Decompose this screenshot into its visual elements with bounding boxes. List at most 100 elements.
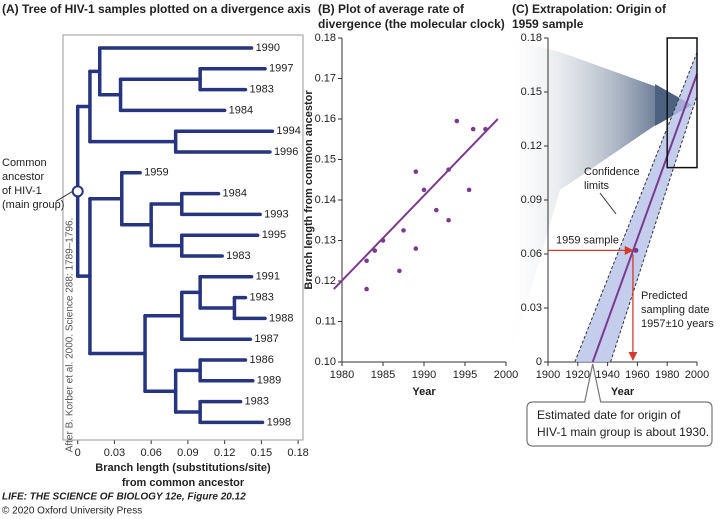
x-tick-label: 2000 [685,369,709,381]
y-axis-label: Branch length from common ancestor [303,90,315,290]
leaf-label: 1988 [269,312,293,324]
predicted-label: 1957±10 years [641,318,714,330]
confidence-limit [610,95,698,363]
y-tick-label: 0.12 [315,275,336,287]
y-tick-label: 0.06 [521,248,542,260]
y-tick-label: 0 [536,356,542,368]
x-axis-label: from common ancestor [122,477,245,489]
y-tick-label: 0.16 [315,113,336,125]
leaf-label: 1989 [257,375,281,387]
leaf-label: 1996 [274,146,298,158]
origin-callout [526,363,713,447]
y-tick-label: 0.10 [315,356,336,368]
x-tick-label: 0.18 [287,447,308,459]
data-point [364,258,369,264]
data-point [372,248,378,253]
highlight-box [666,37,698,169]
x-tick-label: 1960 [625,369,649,381]
leaf-label: 1984 [229,104,253,116]
footer-book: LIFE: THE SCIENCE OF BIOLOGY 12e, Figure… [2,492,246,503]
leaf-label: 1959 [144,167,168,179]
data-point [397,268,402,274]
x-axis-label: Year [611,386,635,398]
predicted-label: Predicted [641,290,687,302]
root-annotation: of HIV-1 [2,185,42,197]
y-tick-label: 0.18 [315,32,336,44]
x-tick-label: 1990 [412,369,436,381]
leaf-label: 1994 [276,125,300,137]
origin-label: HIV-1 main group is about 1930. [537,425,709,439]
confidence-label: limits [584,180,610,192]
leaf-label: 1986 [249,354,273,366]
y-tick-label: 0.18 [521,32,542,44]
root-annotation: (main group) [2,199,64,211]
data-point [434,207,439,213]
confidence-leader [599,192,617,215]
y-tick-label: 0.09 [521,194,542,206]
data-point [380,238,386,243]
leaf-label: 1997 [269,63,293,75]
y-tick-label: 0.03 [521,302,542,314]
x-tick-label: 1980 [330,369,354,381]
data-point [421,187,427,193]
data-point [446,167,451,172]
fit-line [591,73,698,363]
x-tick-label: 2000 [494,369,518,381]
leaf-label: 1983 [249,84,273,96]
data-point [413,169,419,174]
panel-title: (B) Plot of average rate of [318,2,465,16]
y-tick-label: 0.11 [315,315,336,327]
x-tick-label: 1900 [536,369,560,381]
x-tick-label: 0.12 [214,447,235,459]
x-tick-label: 1980 [655,369,679,381]
sample-point [633,247,639,253]
leaf-label: 1995 [262,229,286,241]
x-axis-label: Year [412,386,436,398]
leaf-label: 1998 [267,416,291,428]
footer-copyright: © 2020 Oxford University Press [2,506,142,517]
confidence-limit [574,52,698,363]
predicted-label: sampling date [641,304,710,316]
panel-title: 1959 sample [512,17,584,31]
y-tick-label: 0.15 [315,153,336,165]
sample-label: 1959 sample [556,234,619,246]
x-tick-label: 0.06 [140,447,161,459]
leaf-label: 1990 [256,42,280,54]
plot-frame [62,34,304,441]
data-point [364,286,369,292]
leaf-label: 1983 [245,396,269,408]
x-tick-label: 0.15 [251,447,272,459]
annotation-leader [55,190,73,202]
root-annotation: ancestor [2,171,45,183]
data-point [483,126,488,132]
leaf-label: 1991 [256,271,280,283]
x-tick-label: 1920 [566,369,590,381]
origin-label: Estimated date for origin of [537,408,681,422]
data-point [470,126,476,132]
leaf-label: 1983 [249,292,273,304]
root-annotation: Common [2,157,47,169]
data-point [401,228,406,233]
x-tick-label: 0.03 [104,447,125,459]
data-point [466,187,472,193]
confidence-label: Confidence [584,166,640,178]
x-tick-label: 0.09 [177,447,198,459]
y-tick-label: 0.14 [315,194,336,206]
x-tick-label: 1940 [595,369,619,381]
panel-title: (A) Tree of HIV-1 samples plotted on a d… [2,2,311,16]
fit-line [333,118,499,290]
leaf-label: 1993 [264,208,288,220]
x-tick-label: 1995 [453,369,477,381]
data-point [454,118,460,124]
leaf-label: 1987 [254,333,278,345]
projection-arrowhead [655,84,692,126]
leaf-label: 1983 [226,250,250,262]
y-tick-label: 0.17 [315,72,336,84]
x-tick-label: 0 [75,447,81,459]
y-tick-label: 0.12 [521,140,542,152]
panel-title: (C) Extrapolation: Origin of [512,2,667,16]
panel-title: divergence (the molecular clock) [318,17,505,31]
source-credit: After B. Korber et al. 2000. Science 288… [65,218,76,453]
